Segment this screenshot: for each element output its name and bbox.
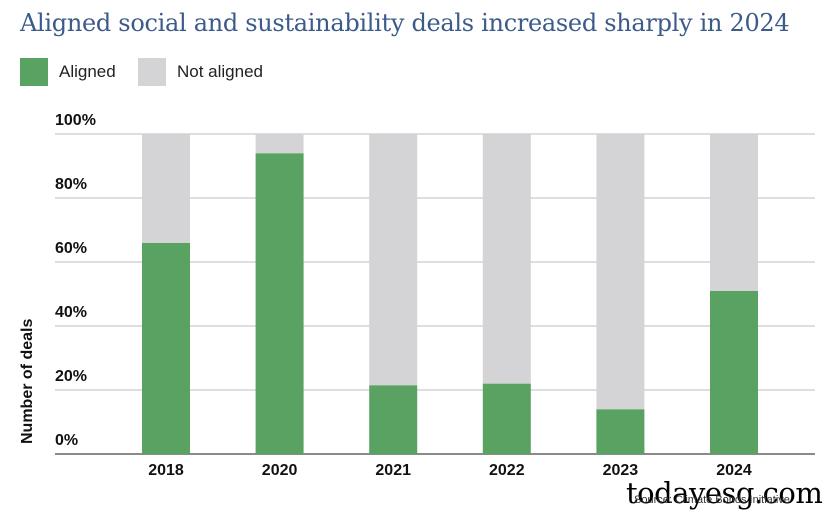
bar-aligned-2021 [369,385,418,454]
watermark: todayesg.com [626,476,823,510]
x-tick-label: 2023 [603,462,639,479]
bar-aligned-2024 [710,290,758,454]
bar-not-aligned-2020 [255,134,304,154]
bar-aligned-2023 [596,409,645,454]
y-tick-label: 0% [55,432,78,449]
x-tick-label: 2022 [489,462,525,479]
legend-label-aligned: Aligned [59,62,116,81]
bar-aligned-2022 [482,383,531,454]
legend-swatch-aligned [20,58,48,86]
bar-not-aligned-2018 [142,134,190,243]
bar-aligned-2020 [255,153,304,454]
x-tick-label: 2020 [262,462,298,479]
legend-label-not-aligned: Not aligned [177,62,264,81]
y-tick-label: 80% [55,176,87,193]
y-tick-label: 20% [55,368,87,385]
bar-not-aligned-2023 [596,134,645,410]
bar-not-aligned-2024 [710,134,758,291]
legend-swatch-not-aligned [138,58,166,86]
y-tick-label: 60% [55,240,87,257]
y-axis-title: Number of deals [19,318,36,444]
y-tick-label: 40% [55,304,87,321]
y-tick-label: 100% [55,112,96,129]
bar-not-aligned-2021 [369,134,418,386]
x-tick-label: 2021 [375,462,411,479]
source-note: Source: Climate Bonds Initiative [634,494,790,506]
x-tick-label: 2024 [716,462,752,479]
x-tick-label: 2018 [148,462,184,479]
chart-title: Aligned social and sustainability deals … [20,9,790,37]
bar-aligned-2018 [142,242,190,454]
bar-not-aligned-2022 [482,134,531,384]
